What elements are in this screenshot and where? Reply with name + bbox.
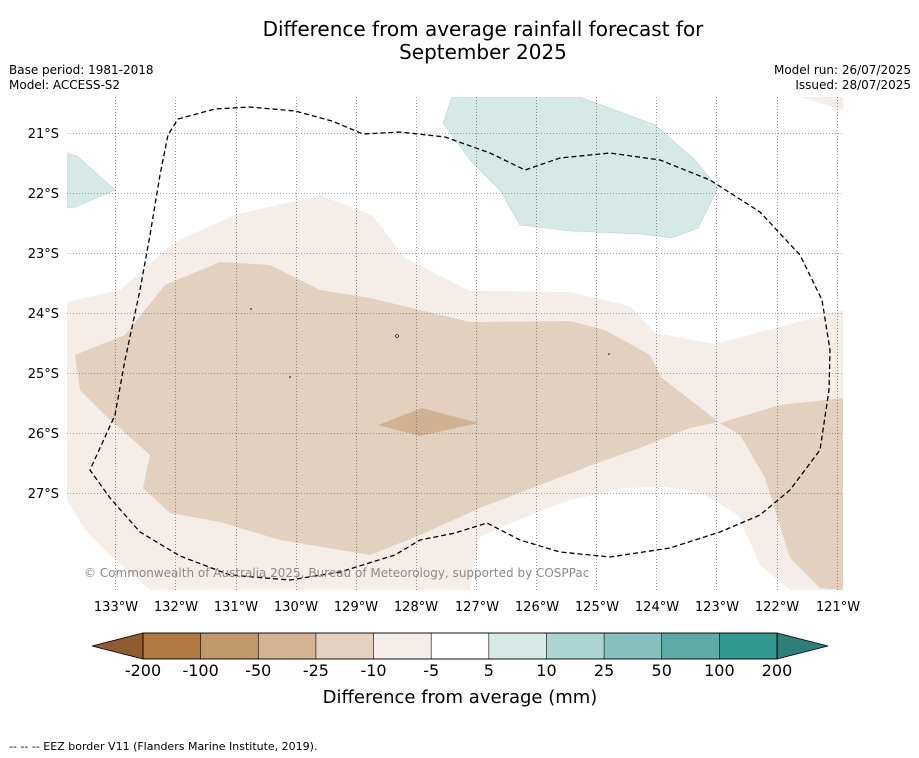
colorbar-bin bbox=[546, 632, 605, 660]
region-light-brown-corner bbox=[800, 97, 843, 110]
colorbar-frame bbox=[142, 632, 778, 660]
meta-right: Model run: 26/07/2025 Issued: 28/07/2025 bbox=[774, 63, 911, 93]
lon-label: 130°W bbox=[274, 600, 318, 615]
lon-label: 125°W bbox=[575, 600, 619, 615]
region-medium-brown bbox=[378, 408, 478, 436]
lon-label: 124°W bbox=[635, 600, 679, 615]
model-name: Model: ACCESS-S2 bbox=[9, 78, 121, 92]
issued-date: Issued: 28/07/2025 bbox=[795, 78, 911, 92]
lon-label: 123°W bbox=[695, 600, 739, 615]
lon-label: 131°W bbox=[214, 600, 258, 615]
colorbar-tick-label: 10 bbox=[536, 661, 556, 680]
lon-label: 126°W bbox=[515, 600, 559, 615]
region-light-teal-north bbox=[442, 97, 719, 239]
colorbar-bin bbox=[315, 632, 375, 660]
title-line-2: September 2025 bbox=[399, 40, 567, 64]
lon-label: 132°W bbox=[154, 600, 198, 615]
lon-label: 122°W bbox=[755, 600, 799, 615]
colorbar-bin bbox=[257, 632, 317, 660]
latitude-labels: 21°S 22°S 23°S 24°S 25°S 26°S 27°S bbox=[28, 127, 59, 502]
title-line-1: Difference from average rainfall forecas… bbox=[262, 17, 704, 41]
island-marks bbox=[250, 308, 610, 378]
colorbar-bin bbox=[488, 632, 548, 660]
colorbar-tick-label: 5 bbox=[484, 661, 494, 680]
colorbar-high-extend bbox=[776, 632, 829, 660]
lon-label: 128°W bbox=[394, 600, 438, 615]
lat-label: 27°S bbox=[28, 487, 59, 502]
colorbar-tick-label: -50 bbox=[245, 661, 271, 680]
colorbar-bin bbox=[719, 632, 778, 660]
base-period: Base period: 1981-2018 bbox=[9, 63, 154, 77]
lon-label: 121°W bbox=[816, 600, 860, 615]
lat-label: 24°S bbox=[28, 307, 59, 322]
colorbar-label: Difference from average (mm) bbox=[323, 687, 598, 708]
colorbar-bin bbox=[430, 632, 490, 660]
colorbar-bin bbox=[373, 632, 432, 660]
map-area: © Commonwealth of Australia 2025, Bureau… bbox=[67, 97, 843, 590]
colorbar-bin bbox=[603, 632, 663, 660]
lat-label: 25°S bbox=[28, 367, 59, 382]
model-run: Model run: 26/07/2025 bbox=[773, 63, 911, 77]
region-light-teal-west bbox=[67, 152, 116, 209]
lat-label: 22°S bbox=[28, 187, 59, 202]
colorbar-tick-label: -100 bbox=[182, 661, 218, 680]
colorbar-bin bbox=[142, 632, 202, 660]
longitude-labels: 133°W 132°W 131°W 130°W 129°W 128°W 127°… bbox=[94, 600, 860, 615]
lon-label: 133°W bbox=[94, 600, 138, 615]
colorbar-bin bbox=[661, 632, 721, 660]
lon-label: 129°W bbox=[334, 600, 378, 615]
lat-label: 26°S bbox=[28, 427, 59, 442]
colorbar-bin bbox=[200, 632, 260, 660]
colorbar-tick-label: -25 bbox=[303, 661, 329, 680]
colorbar-bins bbox=[142, 632, 778, 660]
eez-border-west bbox=[89, 106, 831, 581]
colorbar-tick-label: 50 bbox=[652, 661, 672, 680]
colorbar-low-extend bbox=[91, 632, 144, 660]
eez-legend-note: -- -- -- EEZ border V11 (Flanders Marine… bbox=[9, 740, 318, 753]
lon-label: 127°W bbox=[455, 600, 499, 615]
lat-label: 23°S bbox=[28, 247, 59, 262]
lat-label: 21°S bbox=[28, 127, 59, 142]
colorbar-tick-label: 100 bbox=[704, 661, 735, 680]
colorbar-tick-label: 200 bbox=[762, 661, 793, 680]
copyright-notice: © Commonwealth of Australia 2025, Bureau… bbox=[84, 566, 589, 580]
colorbar: -200 -100 -50 -25 -10 -5 5 10 25 50 100 200 Differe… bbox=[91, 632, 829, 708]
colorbar-tick-label: -200 bbox=[125, 661, 161, 680]
colorbar-ticks: -200 -100 -50 -25 -10 -5 5 10 25 50 100 200 bbox=[125, 661, 792, 680]
colorbar-tick-label: -5 bbox=[423, 661, 439, 680]
meta-left: Base period: 1981-2018 Model: ACCESS-S2 bbox=[9, 63, 154, 93]
chart-title: Difference from average rainfall forecas… bbox=[0, 18, 919, 64]
gridlines bbox=[67, 97, 843, 590]
colorbar-tick-label: 25 bbox=[594, 661, 614, 680]
colorbar-tick-label: -10 bbox=[360, 661, 386, 680]
